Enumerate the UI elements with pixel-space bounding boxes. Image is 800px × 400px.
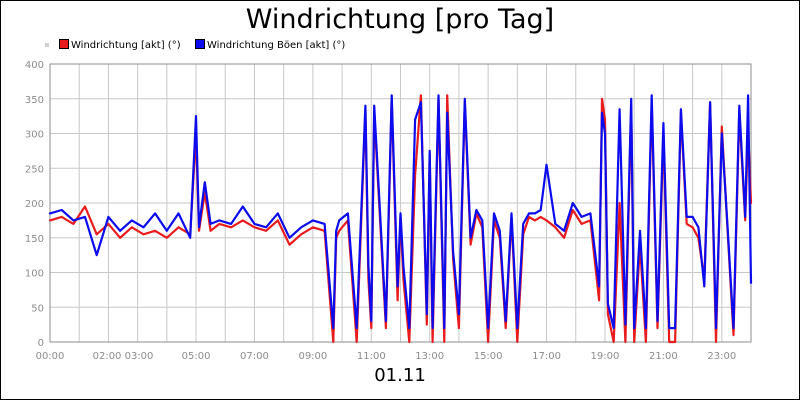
legend-marker-icon [45, 43, 49, 47]
y-tick-label: 100 [25, 269, 44, 280]
x-axis-label: 01.11 [374, 365, 426, 386]
y-tick-label: 150 [25, 234, 44, 245]
y-tick-label: 0 [38, 338, 44, 349]
series-lines [48, 94, 753, 344]
legend-label-series-1: Windrichtung [akt] (°) [71, 40, 181, 51]
y-tick-label: 300 [25, 130, 44, 141]
x-tick-label: 23:00 [707, 351, 736, 362]
chart-title: Windrichtung [pro Tag] [245, 4, 555, 35]
x-tick-label: 09:00 [298, 351, 327, 362]
legend-item-series-2: Windrichtung Böen [akt] (°) [195, 39, 345, 53]
series-line-2 [48, 94, 753, 330]
y-tick-label: 350 [25, 95, 44, 106]
x-tick-label: 17:00 [532, 351, 561, 362]
x-tick-label: 05:00 [182, 351, 211, 362]
x-tick-label: 15:00 [474, 351, 503, 362]
tick-labels: 0 50 100 150 200 250 300 350 400 00:00 02:00 03:00… [25, 60, 736, 362]
x-tick-label: 00:00 [36, 351, 65, 362]
y-tick-label: 250 [25, 164, 44, 175]
x-tick-label: 13:00 [415, 351, 444, 362]
y-tick-label: 200 [25, 199, 44, 210]
legend-swatch-blue [195, 39, 205, 49]
legend-label-series-2: Windrichtung Böen [akt] (°) [207, 40, 346, 51]
x-tick-label: 19:00 [591, 351, 620, 362]
x-tick-label: 11:00 [357, 351, 386, 362]
y-tick-label: 50 [31, 303, 44, 314]
x-tick-label: 07:00 [240, 351, 269, 362]
legend-swatch-red [59, 39, 69, 49]
y-tick-label: 400 [25, 60, 44, 71]
legend-item-series-1: Windrichtung [akt] (°) [59, 39, 181, 53]
x-tick-label: 02:00 03:00 [93, 351, 154, 362]
x-tick-label: 21:00 [649, 351, 678, 362]
